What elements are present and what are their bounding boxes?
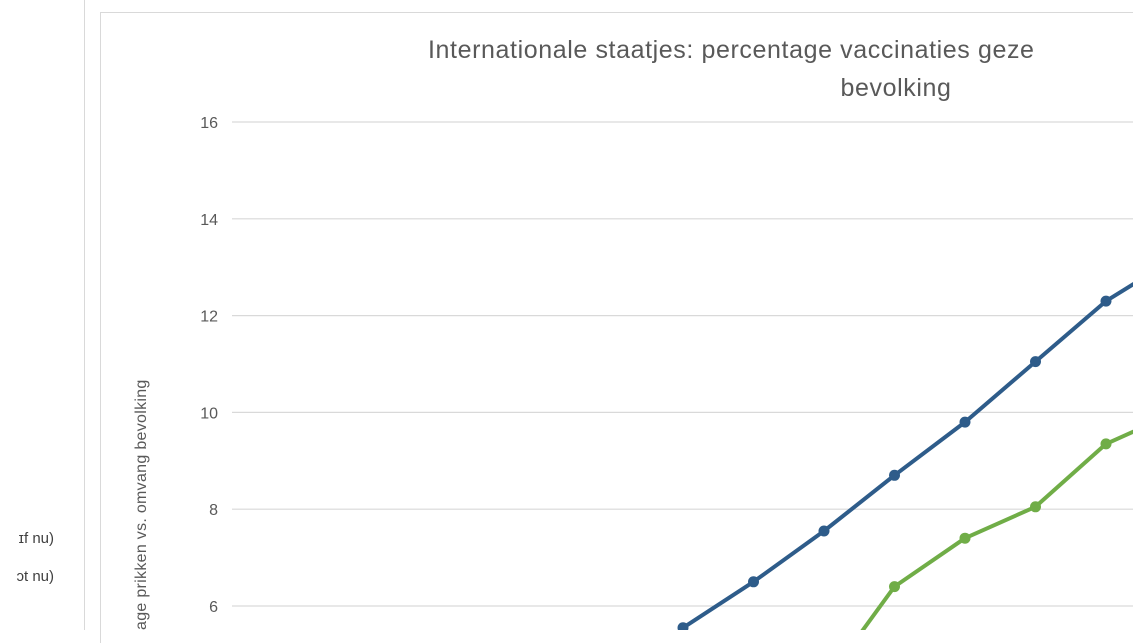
series-2-point-4	[1030, 501, 1041, 512]
series-2-point-5	[1101, 438, 1112, 449]
series-line-1	[683, 258, 1133, 628]
chart-title-line-2: bevolking	[840, 74, 951, 102]
y-axis-label: age prikken vs. omvang bevolking	[133, 379, 150, 630]
series-1-point-3	[819, 526, 830, 537]
series-1-point-4	[889, 470, 900, 481]
y-tick-label-12: 12	[200, 309, 218, 326]
series-1-point-2	[748, 576, 759, 587]
series-1-point-7	[1101, 296, 1112, 307]
y-tick-label-14: 14	[200, 212, 218, 229]
gridlines	[232, 122, 1133, 606]
series-1-point-5	[960, 417, 971, 428]
y-tick-label-10: 10	[200, 405, 218, 422]
series-group	[678, 258, 1133, 631]
y-tick-label-16: 16	[200, 115, 218, 132]
series-2-point-3	[960, 533, 971, 544]
series-2-point-2	[889, 581, 900, 592]
y-tick-label-8: 8	[209, 502, 218, 519]
line-chart: Internationale staatjes: percentage vacc…	[0, 0, 1133, 630]
y-tick-label-6: 6	[209, 599, 218, 616]
y-axis-ticks: 6 8 10 12 14 16	[200, 115, 218, 616]
series-line-2	[852, 412, 1133, 630]
chart-title-line-1: Internationale staatjes: percentage vacc…	[428, 36, 1035, 64]
series-1-point-6	[1030, 356, 1041, 367]
